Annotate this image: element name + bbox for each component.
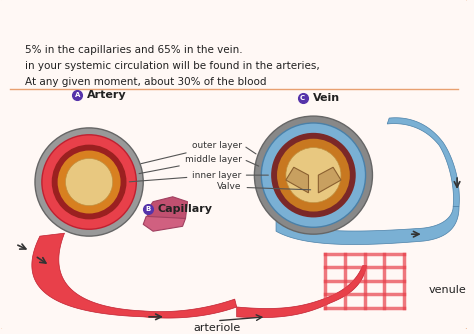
Polygon shape [32,233,237,318]
Circle shape [35,128,143,236]
Polygon shape [237,266,366,318]
Text: B: B [146,206,151,211]
Text: in your systemic circulation will be found in the arteries,: in your systemic circulation will be fou… [25,61,320,71]
Text: middle layer: middle layer [139,155,242,174]
Text: 5% in the capillaries and 65% in the vein.: 5% in the capillaries and 65% in the vei… [25,45,243,55]
Text: Capillary: Capillary [158,204,213,213]
Text: Vein: Vein [312,94,339,104]
Circle shape [261,123,365,227]
Circle shape [52,145,127,219]
Circle shape [277,139,350,211]
Text: A: A [74,93,80,99]
Circle shape [286,148,341,203]
Text: Artery: Artery [87,91,127,101]
Text: outer layer: outer layer [141,141,242,164]
Text: C: C [300,96,305,102]
Polygon shape [286,167,309,193]
Text: venule: venule [428,285,466,295]
Circle shape [65,158,113,206]
Polygon shape [319,167,341,193]
Text: At any given moment, about 30% of the blood: At any given moment, about 30% of the bl… [25,77,267,87]
Polygon shape [387,118,459,207]
Polygon shape [143,214,185,231]
Circle shape [271,133,356,217]
Text: Valve: Valve [217,182,310,191]
Text: inner layer: inner layer [129,171,242,182]
Circle shape [255,116,373,234]
Circle shape [58,151,120,213]
Polygon shape [146,197,188,218]
Polygon shape [276,207,459,244]
Text: arteriole: arteriole [193,323,241,333]
Circle shape [42,135,137,229]
